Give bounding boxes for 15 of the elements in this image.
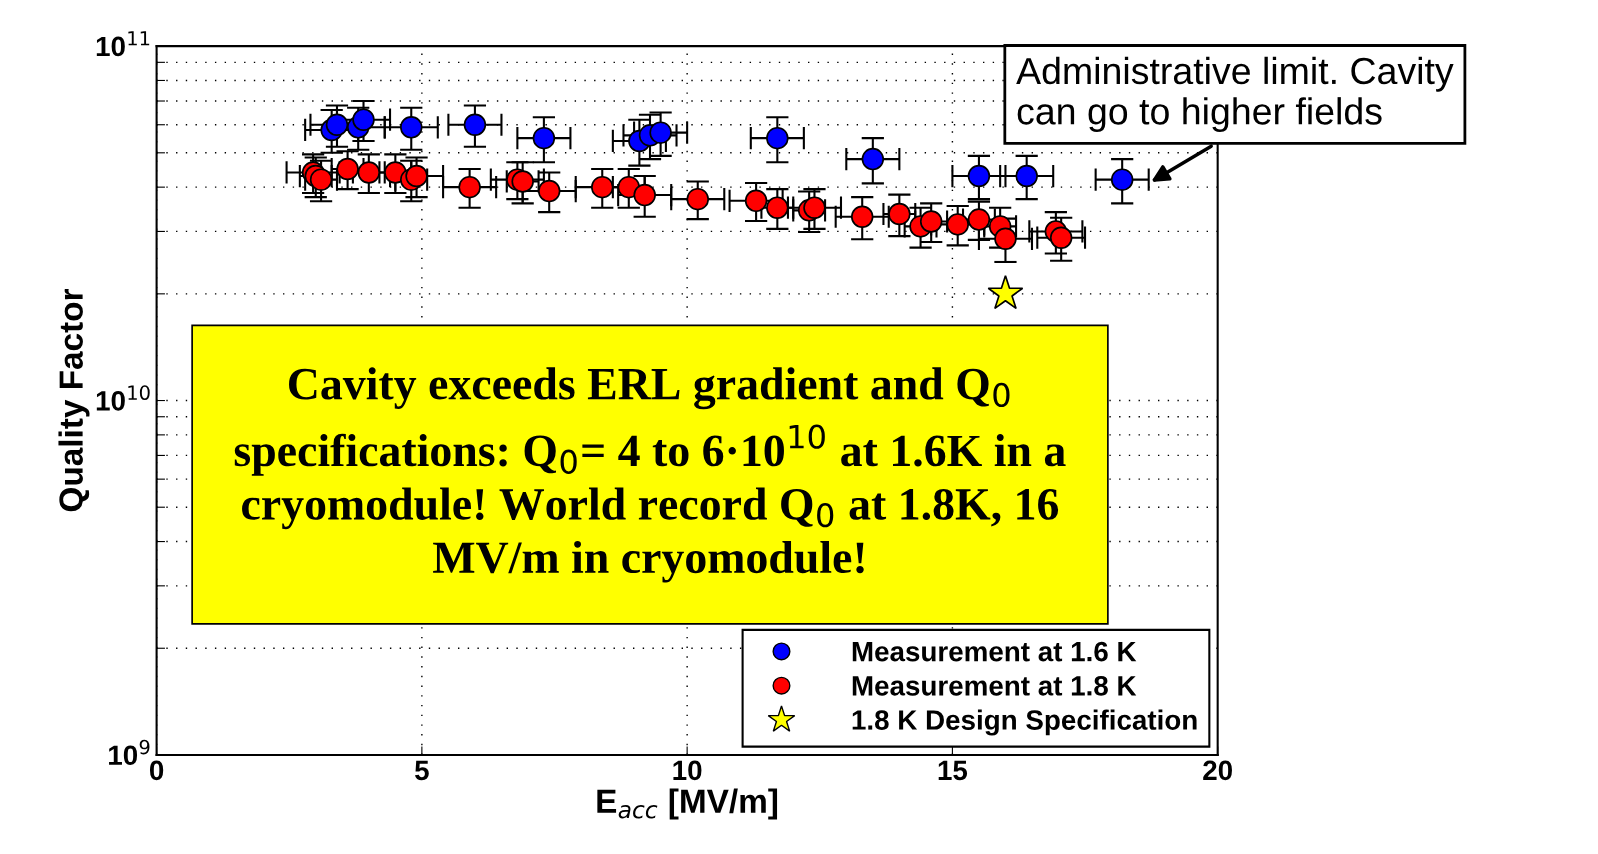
x-tick-label: 5 — [415, 760, 429, 781]
legend-label: Measurement at 1.6 K — [852, 641, 1137, 662]
y-tick-label: 10$^{9}$ — [109, 739, 150, 766]
legend-label: 1.8 K Design Specification — [852, 709, 1197, 736]
text: Cavity exceeds ERL gradient and Q$_{0}$ specifications: Q$_{0}$= 4 to 6·10$^{10}$ at 1.6K in a cryomodule! World record Q$_{0}$ at 1.8K, 16 MV/m in cryomodule! — [234, 367, 1066, 583]
y-tick-label: 10$^{10}$ — [96, 385, 150, 411]
x-tick-label: 0 — [149, 760, 164, 781]
x-tick-label: 20 — [1203, 760, 1232, 781]
legend-label: Measurement at 1.8 K — [852, 675, 1137, 696]
x-tick-label: 15 — [938, 760, 968, 781]
y-tick-label: 10$^{11}$ — [96, 31, 150, 57]
annotation: Administrative limit. Cavity can go to higher fields — [1016, 56, 1454, 133]
y-axis-title: Quality Factor — [58, 288, 90, 512]
x-axis-title: E$_{acc}$ [MV/m] — [597, 788, 778, 820]
x-tick-label: 10 — [673, 760, 702, 781]
